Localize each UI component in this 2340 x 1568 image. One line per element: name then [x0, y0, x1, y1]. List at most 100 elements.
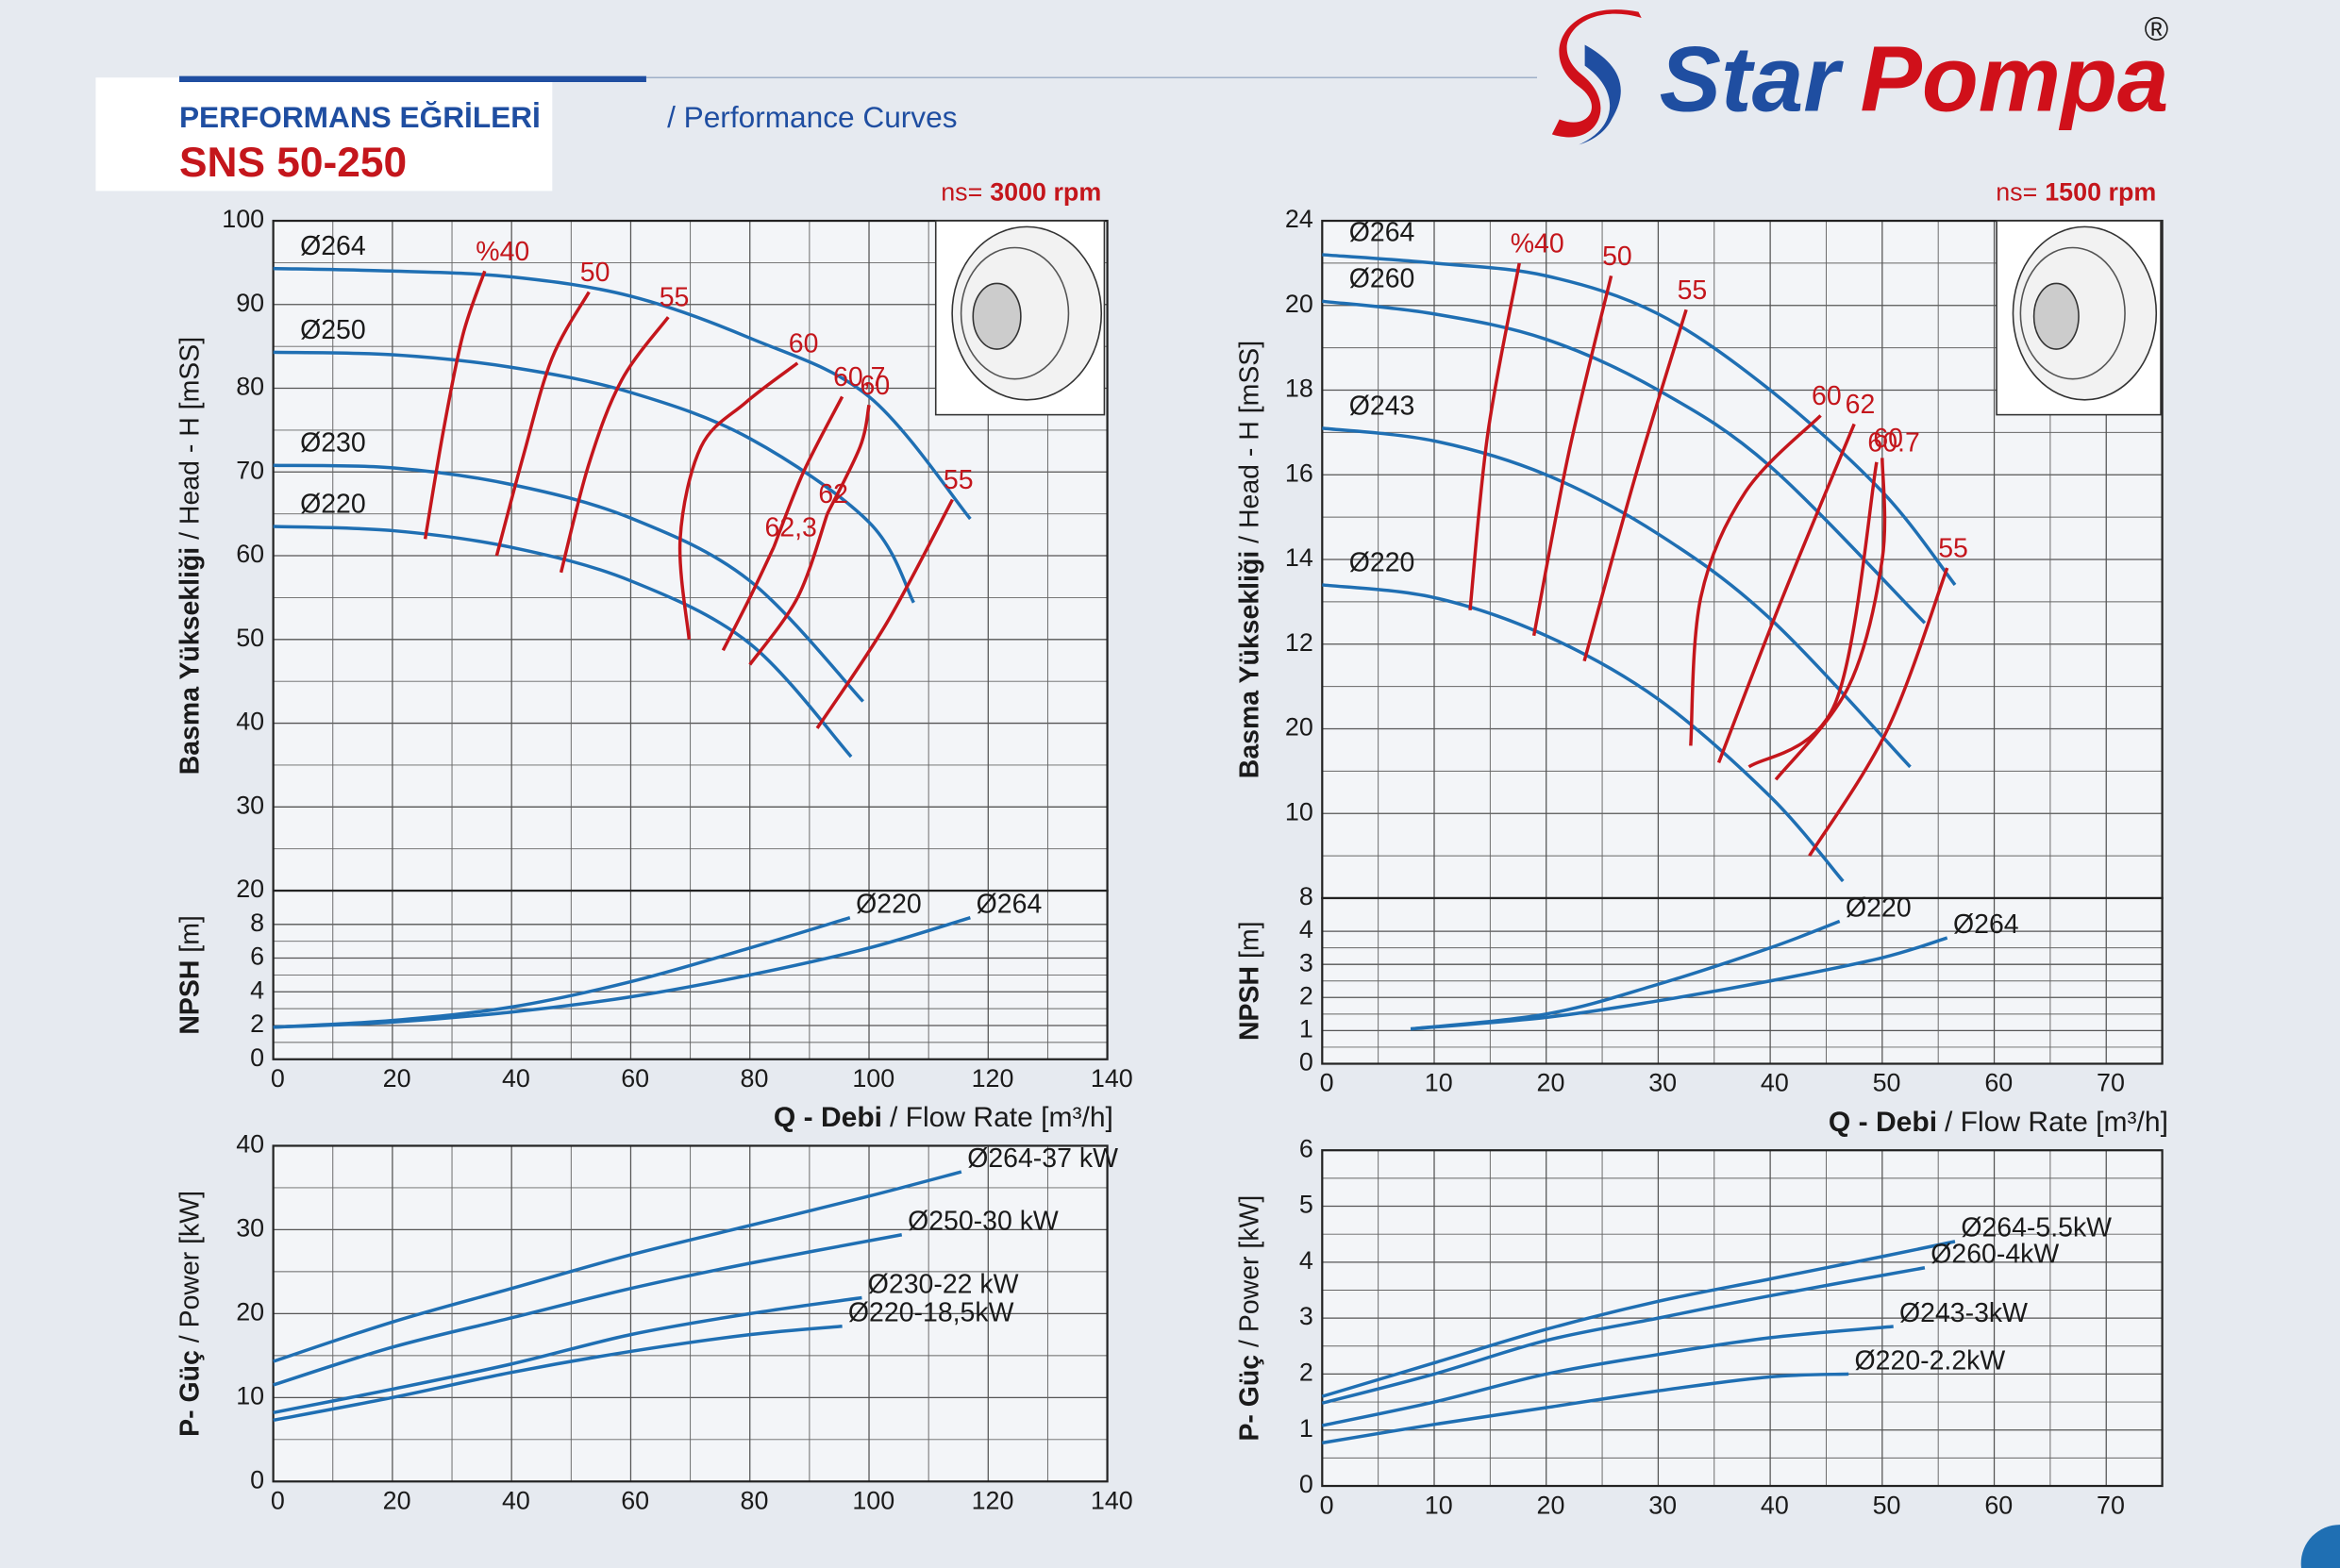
plots: 2030405060708090100Ø264Ø250Ø230Ø220%4050…	[175, 178, 2168, 1520]
x-tick-label: 10	[1425, 1491, 1453, 1519]
curve	[826, 404, 871, 515]
x-axis-label-bold: Q - Debi	[774, 1102, 882, 1133]
y-tick-label: 14	[1285, 543, 1313, 572]
y-axis-label: Basma Yüksekliği / Head - H [mSS]	[175, 337, 205, 775]
y-axis-label: Basma Yüksekliği / Head - H [mSS]	[1234, 341, 1264, 778]
y-tick-label: 16	[1285, 459, 1313, 487]
y-tick-label: 3	[1299, 948, 1313, 976]
corner-decoration	[2300, 1525, 2340, 1568]
x-tick-label: 140	[1091, 1064, 1133, 1093]
title-bold: PERFORMANS EĞRİLERİ	[179, 100, 541, 134]
y-axis-label-bold: NPSH	[1234, 966, 1264, 1041]
efficiency-label: %40	[1511, 228, 1564, 259]
x-tick-label: 20	[1537, 1491, 1565, 1519]
x-tick-label: 60	[1984, 1069, 2013, 1097]
y-axis-label-bold: Basma Yüksekliği	[175, 547, 205, 775]
y-tick-label: 8	[1299, 882, 1313, 910]
y-axis-label-rest: / Power [kW]	[1234, 1195, 1264, 1347]
efficiency-label: 62,3	[765, 513, 817, 543]
efficiency-label: 60	[861, 371, 891, 401]
speed-value: 1500 rpm	[2045, 178, 2156, 207]
efficiency-label: 62	[1846, 390, 1876, 420]
curve	[1321, 1240, 1956, 1398]
speed-label: ns= 1500 rpm	[1996, 178, 2156, 207]
x-tick-label: 40	[502, 1064, 530, 1093]
x-tick-label: 20	[383, 1487, 411, 1515]
series-label: Ø250-30 kW	[908, 1207, 1059, 1237]
series-label: Ø220	[856, 890, 922, 920]
y-tick-label: 30	[236, 791, 264, 819]
y-axis-label-bold: NPSH	[175, 960, 205, 1035]
brand-pompa: Pompa	[1861, 27, 2169, 131]
curve	[273, 1324, 843, 1423]
series-label: Ø264	[300, 231, 366, 261]
curve	[677, 361, 799, 640]
plot-border	[272, 1144, 1109, 1483]
series-label: Ø220	[1349, 547, 1415, 577]
x-tick-label: 20	[1537, 1069, 1565, 1097]
series-label: Ø260-4kW	[1930, 1240, 2059, 1270]
series-label: Ø264-5.5kW	[1961, 1213, 2112, 1243]
efficiency-label: 60	[789, 328, 819, 359]
x-tick-label: 60	[1984, 1491, 2013, 1519]
plot-border	[272, 889, 1109, 1060]
curve	[1322, 1372, 1849, 1445]
x-axis-label: Q - Debi / Flow Rate [m³/h]	[1829, 1107, 2168, 1138]
x-tick-label: 80	[741, 1064, 769, 1093]
model: SNS 50-250	[179, 140, 407, 186]
curve	[1468, 262, 1521, 611]
efficiency-label: 50	[580, 258, 610, 288]
y-tick-label: 0	[250, 1043, 264, 1072]
x-axis-label-rest: / Flow Rate [m³/h]	[1945, 1107, 2168, 1138]
curve	[1716, 423, 1856, 764]
series-label: Ø264-37 kW	[967, 1143, 1118, 1174]
x-axis-label: Q - Debi / Flow Rate [m³/h]	[774, 1102, 1113, 1133]
brand-star: Star	[1660, 27, 1845, 131]
efficiency-label: 60	[1812, 381, 1842, 411]
y-tick-label: 60	[236, 540, 264, 568]
x-tick-label: 10	[1425, 1069, 1453, 1097]
series-label: Ø220	[1846, 892, 1912, 923]
curve	[1531, 275, 1613, 637]
y-tick-label: 20	[236, 1297, 264, 1326]
plot: 0 10 20 30 40 0 20 40 60 80 100 120 140 Ø264-37 kW Ø25…	[175, 1130, 1133, 1515]
y-axis-label-rest: / Head - H [mSS]	[175, 337, 205, 540]
x-tick-label: 100	[852, 1487, 894, 1515]
x-tick-label: 140	[1091, 1487, 1133, 1515]
logo-mark	[1551, 9, 1642, 145]
y-axis-label: NPSH [m]	[1234, 921, 1264, 1040]
brand: Star Pompa	[1660, 27, 2169, 131]
curve	[1689, 414, 1822, 746]
y-tick-label: 6	[250, 942, 264, 971]
series-label: Ø220-18,5kW	[848, 1298, 1014, 1328]
x-tick-label: 60	[621, 1487, 649, 1515]
y-tick-label: 8	[250, 909, 264, 937]
x-tick-label: 30	[1648, 1069, 1677, 1097]
y-tick-label: 4	[250, 976, 264, 1004]
efficiency-label: 55	[944, 465, 974, 495]
series-label: Ø250	[300, 315, 366, 345]
y-tick-label: 0	[1299, 1048, 1313, 1076]
y-tick-label: 2	[250, 1009, 264, 1038]
y-axis-label: P- Güç / Power [kW]	[175, 1191, 205, 1437]
x-tick-label: 50	[1873, 1491, 1901, 1519]
y-axis-label-rest: [m]	[1234, 921, 1264, 959]
curve	[1322, 583, 1845, 883]
curve	[1321, 1325, 1894, 1427]
y-tick-label: 1	[1299, 1014, 1313, 1043]
impeller-disc	[2012, 225, 2158, 401]
curve	[1410, 936, 1948, 1031]
curve	[748, 513, 829, 666]
y-tick-label: 20	[236, 875, 264, 903]
efficiency-label: 55	[660, 283, 690, 313]
y-axis-label-bold: P- Güç	[175, 1350, 205, 1437]
x-tick-label: 20	[383, 1064, 411, 1093]
series-label: Ø264	[977, 890, 1043, 920]
y-tick-label: 2	[1299, 981, 1313, 1009]
curve	[273, 1170, 962, 1363]
curve	[1808, 567, 1949, 858]
series-label: Ø230	[300, 428, 366, 459]
x-tick-label: 0	[271, 1487, 285, 1515]
x-axis-label-rest: / Flow Rate [m³/h]	[890, 1102, 1113, 1133]
speed-value: 3000 rpm	[990, 178, 1101, 207]
